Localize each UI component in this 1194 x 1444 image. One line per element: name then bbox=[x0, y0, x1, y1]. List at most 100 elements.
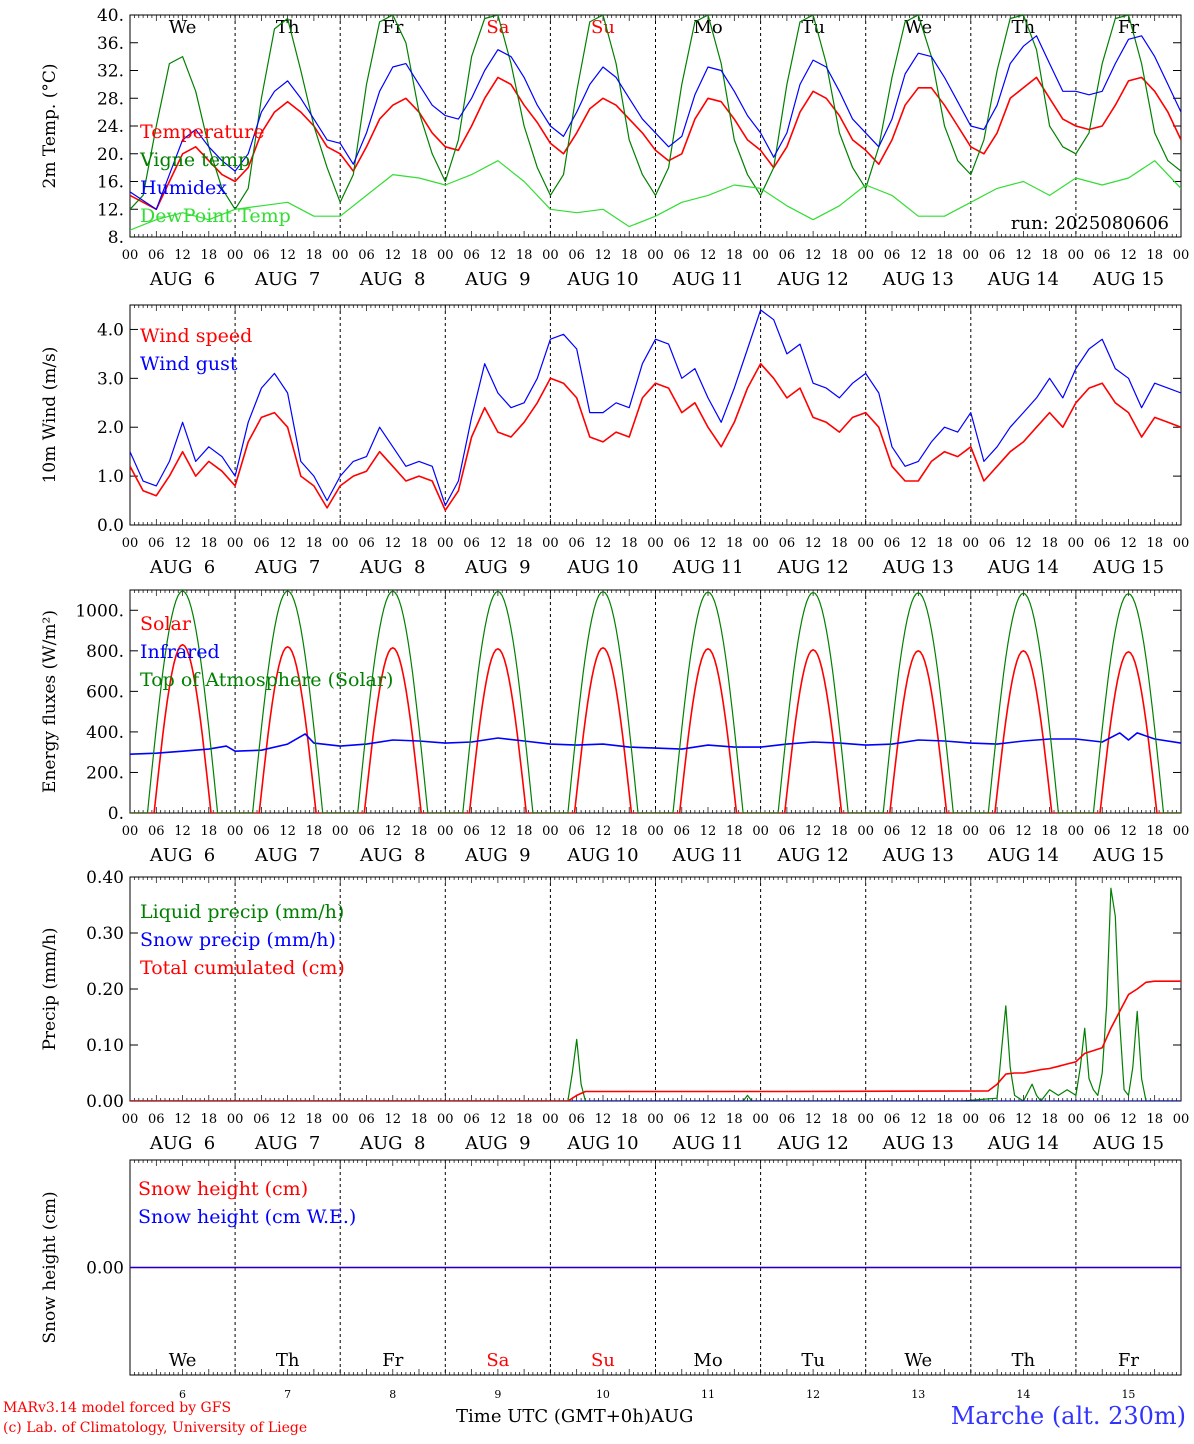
legend-entry: Snow height (cm) bbox=[138, 1178, 308, 1200]
date-label: AUG 12 bbox=[777, 845, 849, 866]
hour-label: 12 bbox=[1015, 248, 1032, 263]
series-vigne-temp bbox=[130, 15, 1181, 210]
y-tick-label: 1.0 bbox=[97, 467, 124, 487]
hour-label: 00 bbox=[647, 536, 664, 551]
hour-label: 06 bbox=[989, 536, 1006, 551]
hour-label: 18 bbox=[1041, 536, 1058, 551]
day-name: Sa bbox=[486, 17, 509, 38]
hour-label: 18 bbox=[1041, 824, 1058, 839]
series-solar bbox=[130, 643, 1181, 813]
hour-label: 12 bbox=[1120, 536, 1137, 551]
hour-label: 00 bbox=[542, 248, 559, 263]
hour-label: 06 bbox=[358, 248, 375, 263]
hour-label: 12 bbox=[384, 1112, 401, 1127]
panel-snow: 0.00 Snow height (cm) We 6 Th 7 Fr 8 Sa 9 Su 10 Mo 11… bbox=[40, 1159, 1182, 1401]
hour-label: 12 bbox=[700, 248, 717, 263]
hour-label: 06 bbox=[884, 248, 901, 263]
y-tick-label: 8. bbox=[108, 228, 124, 248]
hour-label: 12 bbox=[595, 1112, 612, 1127]
day-name: Th bbox=[1012, 1350, 1036, 1371]
hour-label: 18 bbox=[516, 1112, 533, 1127]
hour-label: 00 bbox=[227, 824, 244, 839]
date-label: AUG 10 bbox=[566, 1133, 638, 1154]
hour-label: 12 bbox=[805, 1112, 822, 1127]
date-label: AUG 7 bbox=[254, 557, 320, 578]
day-name: Tu bbox=[801, 17, 825, 38]
hour-label: 18 bbox=[201, 1112, 218, 1127]
y-tick-label: 4.0 bbox=[97, 320, 124, 340]
hour-label: 18 bbox=[1146, 824, 1163, 839]
date-label: AUG 11 bbox=[671, 845, 743, 866]
hour-label: 00 bbox=[542, 824, 559, 839]
hour-label: 06 bbox=[1094, 1112, 1111, 1127]
hour-label: 00 bbox=[647, 1112, 664, 1127]
hour-label: 12 bbox=[595, 248, 612, 263]
legend-entry: Vigne temp bbox=[139, 149, 250, 171]
hour-label: 12 bbox=[279, 1112, 296, 1127]
hour-label: 12 bbox=[174, 536, 191, 551]
y-tick-label: 40. bbox=[97, 6, 124, 26]
hour-label: 06 bbox=[148, 1112, 165, 1127]
day-name: Fr bbox=[1118, 17, 1139, 38]
legend-entry: Wind speed bbox=[140, 325, 252, 347]
hour-label: 00 bbox=[963, 1112, 980, 1127]
hour-label: 06 bbox=[358, 1112, 375, 1127]
y-axis-label: Snow height (cm) bbox=[40, 1191, 60, 1343]
y-tick-label: 32. bbox=[97, 62, 124, 82]
hour-label: 00 bbox=[437, 536, 454, 551]
date-label: AUG 15 bbox=[1092, 557, 1164, 578]
panel-precip: 0.00 0.10 0.20 0.30 0.40 Precip (mm/h) 00 06 12 1… bbox=[40, 868, 1189, 1154]
series-infrared bbox=[130, 732, 1181, 755]
series-wind-speed bbox=[130, 362, 1181, 512]
date-label: AUG 6 bbox=[149, 557, 215, 578]
hour-label: 12 bbox=[490, 1112, 507, 1127]
hour-label: 06 bbox=[779, 1112, 796, 1127]
date-label: AUG 14 bbox=[987, 845, 1059, 866]
hour-label: 18 bbox=[726, 536, 743, 551]
hour-label: 06 bbox=[779, 536, 796, 551]
hour-label: 06 bbox=[253, 248, 270, 263]
day-name: Mo bbox=[693, 1350, 722, 1371]
y-tick-label: 20. bbox=[97, 145, 124, 165]
y-tick-label: 0.40 bbox=[86, 868, 124, 888]
series-top-of-atmosphere-solar bbox=[130, 590, 1181, 813]
lab-credit: (c) Lab. of Climatology, University of L… bbox=[3, 1420, 308, 1436]
date-label: AUG 12 bbox=[777, 1133, 849, 1154]
hour-label: 06 bbox=[884, 536, 901, 551]
panel-energy: 0. 200. 400. 600. 800. 1000. Energy fluxes (W/… bbox=[40, 589, 1189, 866]
day-name: We bbox=[169, 1350, 197, 1371]
hour-label: 00 bbox=[857, 248, 874, 263]
panel-temperature: 8. 12. 16. 20. 24. 28. 32. 36. 40. 2m Temp. (°C) 0… bbox=[40, 6, 1189, 290]
hour-label: 00 bbox=[963, 248, 980, 263]
hour-label: 12 bbox=[700, 536, 717, 551]
hour-label: 06 bbox=[463, 1112, 480, 1127]
hour-label: 06 bbox=[253, 1112, 270, 1127]
hour-label: 18 bbox=[936, 536, 953, 551]
hour-label: 12 bbox=[279, 536, 296, 551]
date-label: AUG 10 bbox=[566, 269, 638, 290]
hour-label: 00 bbox=[437, 248, 454, 263]
day-name: Su bbox=[591, 17, 615, 38]
day-number: 13 bbox=[911, 1388, 925, 1401]
hour-label: 00 bbox=[1068, 248, 1085, 263]
series-wind-gust bbox=[130, 309, 1181, 506]
hour-label: 12 bbox=[1120, 248, 1137, 263]
day-name: Th bbox=[276, 17, 300, 38]
legend-entry: Liquid precip (mm/h) bbox=[140, 901, 344, 923]
hour-label: 06 bbox=[463, 248, 480, 263]
hour-label: 00 bbox=[437, 1112, 454, 1127]
day-name: Mo bbox=[693, 17, 722, 38]
hour-label: 12 bbox=[384, 248, 401, 263]
day-name: We bbox=[904, 17, 932, 38]
legend-entry: Temperature bbox=[140, 121, 264, 143]
hour-label: 00 bbox=[542, 1112, 559, 1127]
legend-entry: Total cumulated (cm) bbox=[140, 957, 345, 979]
hour-label: 18 bbox=[621, 824, 638, 839]
date-label: AUG 8 bbox=[359, 269, 425, 290]
hour-label: 06 bbox=[463, 824, 480, 839]
hour-label: 06 bbox=[148, 824, 165, 839]
hour-label: 12 bbox=[490, 248, 507, 263]
y-tick-label: 2.0 bbox=[97, 418, 124, 438]
hour-label: 00 bbox=[227, 536, 244, 551]
